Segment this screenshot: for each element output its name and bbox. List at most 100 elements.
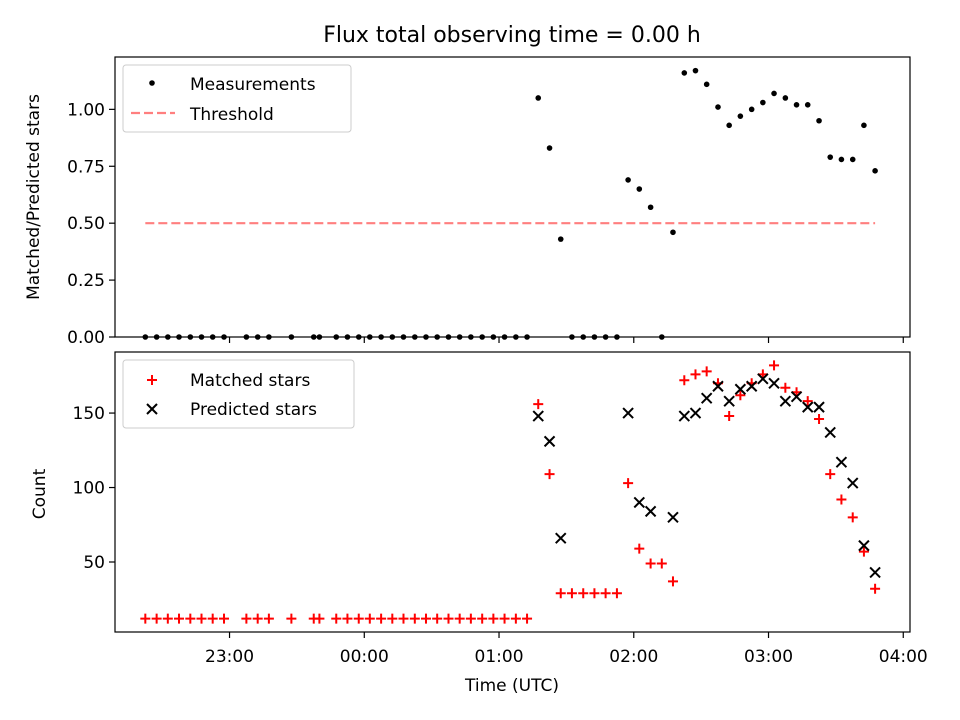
measurement-point [715, 104, 721, 110]
top-y-tick-label: 0.25 [67, 271, 105, 291]
matched-star-point [465, 613, 476, 624]
measurement-point [670, 229, 676, 236]
predicted-star-point [824, 426, 836, 439]
bottom-x-tick-label: 01:00 [475, 647, 524, 667]
bottom-x-tick-label: 03:00 [744, 647, 793, 667]
measurement-point [209, 334, 216, 340]
bottom-y-tick-label: 150 [73, 404, 105, 424]
measurement-point [872, 168, 878, 174]
predicted-star-point [622, 407, 634, 419]
bottom-x-tick-label: 02:00 [609, 647, 658, 667]
measurement-point [726, 122, 732, 129]
measurement-point [513, 334, 519, 340]
predicted-star-point [723, 395, 735, 407]
bottom-x-tick-label: 04:00 [879, 647, 928, 667]
matched-star-point [252, 613, 263, 624]
measurement-point [243, 334, 250, 340]
measurement-point [187, 334, 194, 340]
matched-star-point [555, 588, 566, 599]
measurement-point [524, 334, 530, 340]
top-plot-area [142, 67, 878, 340]
matched-star-point [690, 369, 701, 380]
predicted-star-point [555, 532, 567, 544]
measurement-point [165, 334, 171, 340]
predicted-star-point [779, 395, 792, 407]
measurement-point [591, 334, 598, 340]
matched-star-point [409, 613, 420, 624]
matched-star-point [443, 613, 454, 624]
measurement-point [355, 334, 362, 340]
measurement-point [288, 334, 295, 340]
measurement-point [580, 334, 587, 340]
top-legend: Measurements Threshold [122, 64, 352, 133]
measurement-point [849, 156, 856, 163]
predicted-star-point [869, 566, 881, 579]
measurement-point [636, 186, 643, 192]
legend-predicted-marker [146, 403, 158, 415]
matched-star-point [836, 494, 847, 505]
matched-star-point [600, 588, 611, 599]
matched-star-point [510, 613, 521, 624]
predicted-star-point [813, 401, 825, 413]
measurement-point [423, 334, 429, 340]
predicted-star-point [543, 435, 556, 448]
measurement-point [344, 334, 351, 340]
bottom-legend: Matched stars Predicted stars [122, 359, 355, 429]
measurement-point [310, 334, 317, 340]
measurement-point [221, 334, 227, 340]
bottom-y-axis: 50 100 150 [73, 404, 115, 573]
matched-star-point [140, 613, 151, 624]
top-panel: 0.00 0.25 0.50 0.75 1.00 Matched/Predicted s… [24, 56, 911, 348]
legend-matched-marker [147, 375, 157, 385]
matched-star-point [589, 588, 600, 599]
measurement-point [703, 81, 710, 88]
matched-star-point [825, 469, 836, 480]
measurement-point [861, 122, 867, 129]
measurement-point [838, 156, 845, 163]
top-y-axis-label: Matched/Predicted stars [24, 94, 44, 300]
measurement-point [737, 113, 744, 119]
matched-star-point [207, 613, 218, 624]
predicted-star-point [712, 380, 724, 392]
measurement-point [804, 102, 811, 108]
measurement-point [367, 334, 373, 340]
predicted-star-point [757, 373, 769, 385]
measurement-point [681, 70, 688, 76]
matched-star-point [477, 613, 488, 624]
predicted-star-point [802, 401, 814, 413]
measurement-point [389, 334, 396, 340]
measurement-point [378, 334, 384, 340]
bottom-x-axis: 23:00 00:00 01:00 02:00 03:00 04:00 [205, 632, 928, 667]
bottom-plot-area [140, 360, 881, 624]
predicted-star-point [745, 380, 758, 392]
matched-star-point [331, 613, 342, 624]
bottom-x-tick-label: 23:00 [205, 647, 254, 667]
matched-star-point [701, 366, 712, 377]
top-y-tick-label: 0.00 [67, 328, 105, 348]
predicted-star-point [667, 511, 679, 524]
matched-star-point [522, 613, 533, 624]
matched-star-point [432, 613, 443, 624]
top-y-axis: 0.00 0.25 0.50 0.75 1.00 [67, 100, 115, 348]
matched-star-point [667, 576, 678, 587]
top-y-tick-label: 0.75 [67, 157, 105, 177]
matched-star-point [387, 613, 398, 624]
matched-star-point [364, 613, 375, 624]
predicted-star-point [768, 377, 780, 389]
measurement-point [625, 177, 631, 183]
predicted-star-point [835, 456, 848, 468]
measurement-point [569, 334, 575, 340]
measurement-point [658, 334, 665, 340]
measurement-point [333, 334, 340, 340]
matched-star-point [174, 613, 185, 624]
matched-star-point [634, 543, 645, 554]
predicted-star-point [700, 392, 713, 404]
measurement-point [760, 99, 766, 106]
matched-star-point [162, 613, 173, 624]
matched-star-point [679, 375, 690, 386]
matched-star-point [870, 583, 881, 594]
x-axis-label: Time (UTC) [464, 676, 559, 696]
matched-star-point [353, 613, 364, 624]
